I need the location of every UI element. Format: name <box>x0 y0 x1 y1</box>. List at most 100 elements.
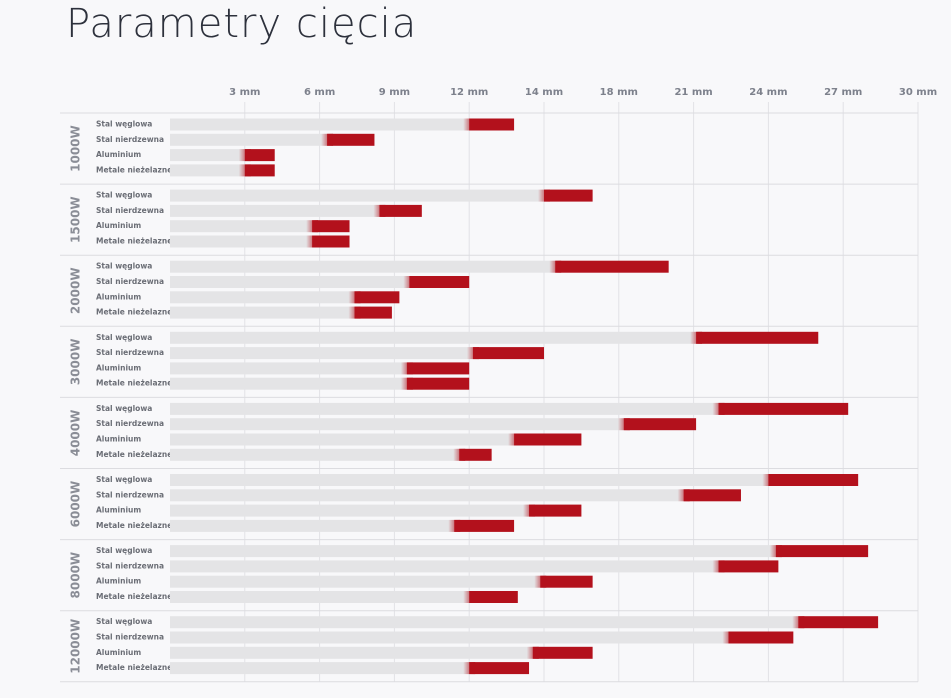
bar <box>454 519 515 532</box>
base-bar <box>170 276 410 288</box>
bar-fade <box>523 504 536 517</box>
x-tick-label: 30 mm <box>899 87 937 98</box>
bar <box>409 276 470 288</box>
x-tick-label: 12 mm <box>450 87 488 98</box>
category-label: Stal węglowa <box>96 120 152 129</box>
bar <box>469 591 518 603</box>
bar-fade <box>373 204 386 217</box>
bar <box>469 662 530 675</box>
category-label: Aluminium <box>96 292 141 301</box>
bar-fade <box>238 164 251 177</box>
base-bar <box>170 306 355 319</box>
x-tick-label: 9 mm <box>379 87 410 98</box>
bar-fade <box>712 402 725 415</box>
bar <box>798 616 879 629</box>
base-bar <box>170 133 328 146</box>
base-bar <box>170 204 380 217</box>
bar-fade <box>403 276 416 288</box>
bar-fade <box>348 306 361 319</box>
x-tick-label: 21 mm <box>674 87 712 98</box>
category-label: Metale nieżelazne <box>96 379 172 388</box>
bar <box>459 448 492 461</box>
bar-fade <box>238 149 251 162</box>
bar <box>327 133 375 146</box>
bar-fade <box>769 545 782 558</box>
category-label: Stal węglowa <box>96 617 152 626</box>
base-bar <box>170 433 515 446</box>
category-label: Aluminium <box>96 150 141 159</box>
bar <box>544 189 593 202</box>
bar <box>532 646 593 659</box>
base-bar <box>170 474 769 486</box>
group-label: 4000W <box>69 410 83 457</box>
chart-title: Parametry cięcia <box>66 1 417 47</box>
bar <box>379 204 422 217</box>
bar-fade <box>400 362 413 375</box>
bar <box>683 489 741 502</box>
bar <box>406 377 470 390</box>
x-tick-label: 27 mm <box>824 87 862 98</box>
base-bar <box>170 591 470 603</box>
category-label: Stal nierdzewna <box>96 633 164 642</box>
base-bar <box>170 149 245 162</box>
base-bar <box>170 235 313 248</box>
x-tick-label: 24 mm <box>749 87 787 98</box>
base-bar <box>170 362 407 375</box>
category-label: Stal nierdzewna <box>96 135 164 144</box>
group-label: 2000W <box>69 267 83 314</box>
bar-fade <box>463 662 476 675</box>
base-bar <box>170 220 313 233</box>
category-label: Aluminium <box>96 506 141 515</box>
bar-fade <box>466 347 479 360</box>
bar <box>728 631 794 644</box>
base-bar <box>170 646 533 659</box>
bar-fade <box>306 235 319 248</box>
bar <box>472 347 544 360</box>
base-bar <box>170 631 729 644</box>
category-label: Stal nierdzewna <box>96 277 164 286</box>
base-bar <box>170 489 684 502</box>
bar <box>469 118 515 131</box>
category-label: Stal węglowa <box>96 475 152 484</box>
group-label: 3000W <box>69 339 83 386</box>
x-tick-label: 3 mm <box>229 87 260 98</box>
category-label: Stal węglowa <box>96 262 152 271</box>
bar-fade <box>690 331 703 344</box>
category-label: Metale nieżelazne <box>96 237 172 246</box>
bar <box>623 418 697 431</box>
bar-fade <box>538 189 550 202</box>
bar-fade <box>448 519 461 532</box>
bar <box>312 220 350 233</box>
bar-fade <box>348 291 361 304</box>
base-bar <box>170 560 719 573</box>
base-bar <box>170 418 624 431</box>
base-bar <box>170 616 799 629</box>
bar-fade <box>306 220 319 233</box>
bar <box>529 504 582 517</box>
base-bar <box>170 504 530 517</box>
category-label: Stal nierdzewna <box>96 419 164 428</box>
bar <box>540 575 593 588</box>
category-label: Metale nieżelazne <box>96 308 172 317</box>
bar <box>768 474 859 486</box>
bar <box>718 402 849 415</box>
base-bar <box>170 402 719 415</box>
x-tick-label: 14 mm <box>525 87 563 98</box>
base-bar <box>170 545 776 558</box>
x-tick-label: 18 mm <box>600 87 638 98</box>
bar-fade <box>321 133 334 146</box>
bar-fade <box>453 448 466 461</box>
category-label: Metale nieżelazne <box>96 592 172 601</box>
category-label: Aluminium <box>96 435 141 444</box>
group-label: 8000W <box>69 552 83 599</box>
base-bar <box>170 118 470 131</box>
category-label: Stal węglowa <box>96 191 152 200</box>
category-label: Aluminium <box>96 648 141 657</box>
bar <box>244 149 275 162</box>
bar-fade <box>792 616 805 629</box>
group-label: 12000W <box>69 619 83 674</box>
category-label: Aluminium <box>96 577 141 586</box>
base-bar <box>170 164 245 177</box>
category-label: Aluminium <box>96 363 141 372</box>
base-bar <box>170 291 355 304</box>
